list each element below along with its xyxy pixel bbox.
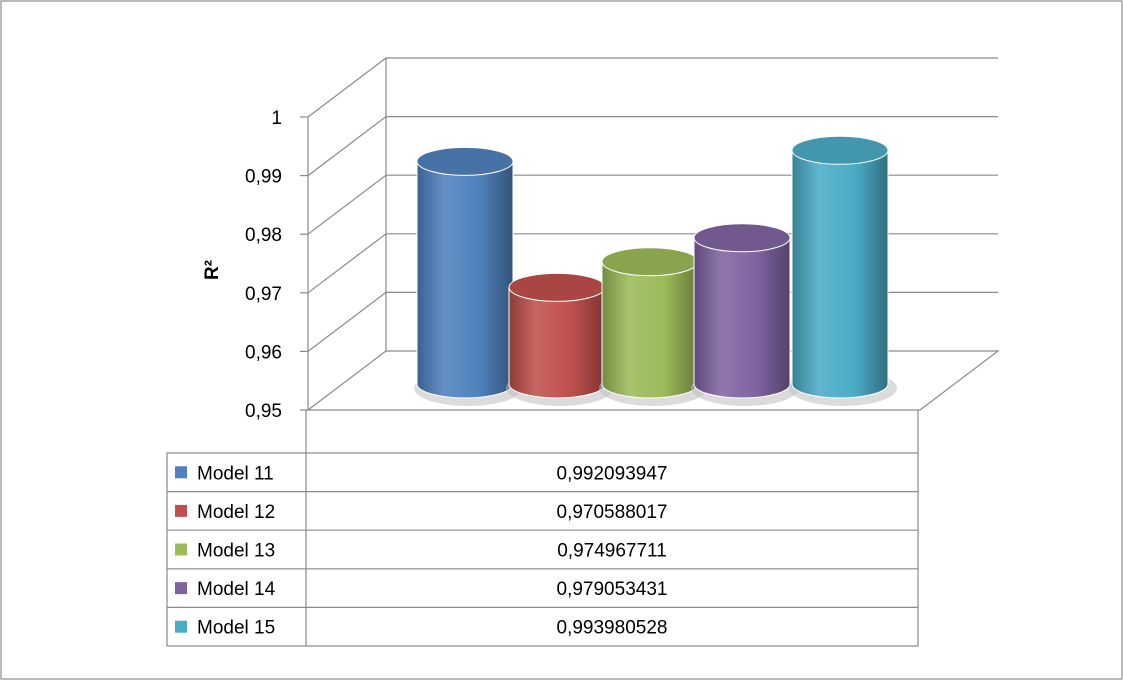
y-tick-labels: 0,95 0,96 0,97 0,98 0,99 1 <box>245 108 282 422</box>
data-value: 0,992093947 <box>557 463 668 484</box>
bar-body <box>601 261 699 399</box>
bars <box>414 135 897 406</box>
bar-model-11 <box>414 146 522 406</box>
floor <box>306 350 1000 411</box>
bar-body <box>416 160 514 399</box>
table-border <box>166 452 919 647</box>
legend-swatch <box>175 543 187 556</box>
bar-model-14 <box>691 223 799 406</box>
table-row: Model 15 0,993980528 <box>175 618 667 639</box>
table-row: Model 13 0,974967711 <box>175 541 667 562</box>
bar-model-13 <box>599 247 707 406</box>
gridline <box>307 57 998 118</box>
data-value: 0,993980528 <box>557 618 668 639</box>
bar-model-15 <box>789 135 897 406</box>
bar-body <box>693 237 791 399</box>
legend-label: Model 11 <box>197 463 274 484</box>
legend-label: Model 14 <box>197 579 276 600</box>
legend-label: Model 13 <box>197 541 275 562</box>
y-tick-label: 0,97 <box>245 284 282 305</box>
bar-top <box>601 247 699 277</box>
bar-top <box>416 146 514 176</box>
table-row: Model 14 0,979053431 <box>175 579 667 600</box>
legend-label: Model 12 <box>197 502 275 523</box>
bar-top <box>791 135 889 165</box>
data-value: 0,970588017 <box>557 502 668 523</box>
y-axis-label: R² <box>202 260 223 280</box>
bar-body <box>508 286 606 399</box>
y-tick-label: 0,95 <box>245 401 282 422</box>
bar-model-12 <box>506 272 614 406</box>
gridline <box>307 116 998 177</box>
y-tick-label: 0,98 <box>245 225 282 246</box>
y-tick-label: 1 <box>271 108 282 129</box>
y-tick-label: 0,96 <box>245 342 282 363</box>
legend-label: Model 15 <box>197 618 275 639</box>
y-tick-label: 0,99 <box>245 167 282 188</box>
data-value: 0,979053431 <box>557 579 668 600</box>
bar-top <box>508 272 606 302</box>
table-row: Model 12 0,970588017 <box>175 502 667 523</box>
legend-swatch <box>175 620 187 633</box>
legend-swatch <box>175 582 187 595</box>
bar-body <box>791 149 889 399</box>
data-value: 0,974967711 <box>557 541 667 562</box>
table-row: Model 11 0,992093947 <box>175 463 667 484</box>
bar-top <box>693 223 791 253</box>
legend-swatch <box>175 466 187 479</box>
plot-walls <box>306 58 1000 411</box>
legend-swatch <box>175 504 187 517</box>
